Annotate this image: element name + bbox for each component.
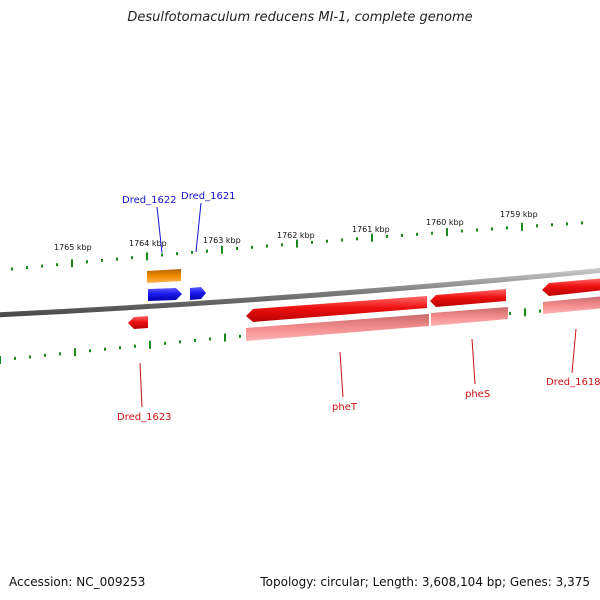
major-tick (521, 222, 523, 231)
scale-label: 1761 kbp (352, 225, 390, 234)
minor-tick (506, 226, 508, 230)
minor-tick (551, 223, 553, 227)
scale-label: 1764 kbp (129, 239, 167, 248)
minor-tick (491, 227, 493, 231)
minor-tick (509, 311, 511, 315)
minor-tick (536, 224, 538, 228)
minor-tick (566, 222, 568, 226)
minor-tick (89, 349, 91, 353)
gene-dred-1621[interactable] (190, 287, 206, 300)
major-tick (0, 356, 1, 364)
minor-tick (416, 232, 418, 236)
gene-dred-1618[interactable] (542, 278, 600, 296)
minor-tick (29, 355, 31, 359)
major-tick (224, 333, 226, 342)
minor-tick (134, 344, 136, 348)
major-tick (296, 239, 298, 248)
minor-tick (326, 239, 328, 243)
scale-label: 1759 kbp (500, 210, 538, 219)
gene-label-dred-1623[interactable]: Dred_1623 (117, 412, 172, 423)
major-tick (446, 228, 448, 237)
minor-tick (119, 346, 121, 350)
minor-tick (179, 340, 181, 344)
gene-phes-pink[interactable] (431, 307, 508, 326)
minor-tick (14, 356, 16, 360)
genes-reverse (128, 278, 600, 341)
leader-dred-1623 (139, 362, 143, 408)
gene-phet-pink[interactable] (246, 314, 429, 341)
minor-tick (176, 252, 178, 256)
minor-tick (476, 228, 478, 232)
gene-label-phes[interactable]: pheS (465, 389, 490, 400)
minor-tick (251, 245, 253, 249)
minor-tick (194, 339, 196, 342)
minor-tick (56, 263, 58, 267)
minor-tick (131, 256, 133, 260)
gene-label-dred-1618[interactable]: Dred_1618 (546, 377, 600, 388)
major-tick (149, 340, 151, 349)
gene-dred-1622-orange[interactable] (147, 269, 181, 283)
gene-label-phet[interactable]: pheT (332, 402, 358, 413)
gene-dred-1618-pink[interactable] (543, 296, 600, 314)
leader-phes (471, 338, 476, 385)
minor-tick (59, 352, 61, 356)
map-title: Desulfotomaculum reducens MI-1, complete… (127, 10, 473, 25)
major-tick (524, 308, 526, 317)
gene-label-dred-1622[interactable]: Dred_1622 (122, 195, 177, 206)
minor-tick (266, 244, 268, 248)
minor-tick (44, 353, 46, 357)
leader-phet (339, 351, 344, 398)
minor-tick (206, 249, 208, 253)
minor-tick (86, 260, 88, 264)
minor-tick (116, 257, 118, 261)
minor-tick (209, 337, 211, 341)
minor-tick (41, 264, 43, 268)
gene-phes[interactable] (430, 289, 506, 307)
minor-tick (236, 247, 238, 250)
major-tick (71, 259, 73, 268)
scale-labels: 1765 kbp 1764 kbp 1763 kbp 1762 kbp 1761… (54, 210, 538, 252)
minor-tick (539, 309, 541, 313)
label-leaders (139, 202, 577, 408)
minor-tick (164, 341, 166, 345)
minor-tick (26, 266, 28, 269)
minor-tick (356, 237, 358, 241)
scale-label: 1765 kbp (54, 243, 92, 252)
minor-tick (281, 243, 283, 247)
gene-label-dred-1621[interactable]: Dred_1621 (181, 191, 236, 202)
gene-labels: Dred_1622 Dred_1621 Dred_1623 pheT pheS … (117, 191, 600, 423)
minor-tick (11, 267, 13, 271)
gene-dred-1623[interactable] (128, 316, 148, 329)
minor-tick (101, 259, 103, 262)
minor-tick (191, 250, 193, 254)
topology-text: Topology: circular; Length: 3,608,104 bp… (260, 575, 590, 589)
minor-tick (341, 238, 343, 242)
major-tick (371, 233, 373, 242)
minor-tick (401, 233, 403, 237)
scale-label: 1760 kbp (426, 218, 464, 227)
accession-text: Accession: NC_009253 (9, 575, 146, 589)
minor-tick (581, 221, 583, 225)
minor-tick (431, 231, 433, 235)
minor-tick (461, 229, 463, 233)
genes-forward (147, 269, 206, 301)
major-tick (221, 245, 223, 254)
gene-dred-1622[interactable] (148, 288, 182, 301)
major-tick (146, 252, 148, 261)
major-tick (74, 348, 76, 357)
leader-dred-1622 (156, 206, 163, 254)
minor-tick (311, 240, 313, 244)
minor-tick (104, 347, 106, 351)
minor-tick (386, 235, 388, 238)
genome-backbone (0, 267, 600, 318)
minor-tick (239, 334, 241, 338)
scale-label: 1762 kbp (277, 231, 315, 240)
leader-dred-1618 (571, 328, 577, 374)
gene-phet[interactable] (246, 296, 427, 322)
leader-dred-1621 (195, 202, 202, 253)
minor-tick (161, 253, 163, 257)
scale-label: 1763 kbp (203, 236, 241, 245)
